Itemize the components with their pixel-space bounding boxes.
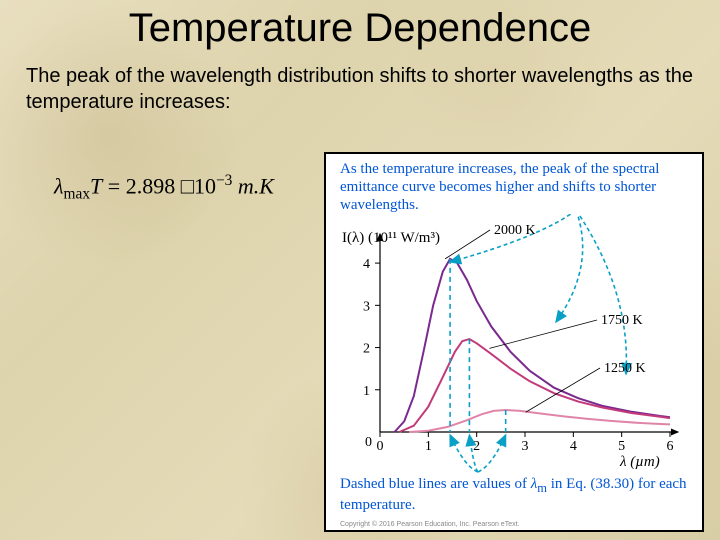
formula-exp: −3 (216, 172, 232, 189)
formula-unit: m.K (232, 173, 274, 198)
formula-lambda: λ (54, 173, 64, 198)
chart-top-arrows (450, 214, 626, 374)
svg-text:4: 4 (570, 439, 577, 454)
svg-text:3: 3 (363, 299, 370, 314)
svg-text:2: 2 (473, 439, 480, 454)
formula-box: □ (181, 173, 194, 198)
svg-text:3: 3 (522, 439, 529, 454)
chart-series-labels: 2000 K 1750 K 1250 K (445, 223, 646, 412)
chart-caption-bottom: Dashed blue lines are values of λm in Eq… (340, 475, 688, 514)
chart-copyright: Copyright © 2016 Pearson Education, Inc.… (340, 521, 519, 528)
svg-text:1: 1 (425, 439, 432, 454)
blackbody-chart: 0 1 2 3 4 5 6 1 2 3 4 0 I(λ) (10¹¹ W/m³) λ (µm) 2000 … (326, 214, 706, 484)
caption-bottom-sub: m (537, 481, 547, 495)
svg-text:I(λ) (10¹¹ W/m³): I(λ) (10¹¹ W/m³) (342, 230, 440, 246)
svg-text:1250 K: 1250 K (604, 361, 646, 376)
svg-text:1: 1 (363, 384, 370, 399)
svg-text:0: 0 (365, 435, 372, 450)
chart-caption-top: As the temperature increases, the peak o… (326, 154, 702, 216)
chart-curves (395, 259, 671, 432)
formula-T: T (90, 173, 102, 198)
svg-text:6: 6 (667, 439, 674, 454)
caption-bottom-pre: Dashed blue lines are values of (340, 476, 531, 492)
formula-sub: max (64, 186, 91, 203)
chart-container: As the temperature increases, the peak o… (324, 152, 704, 532)
svg-text:1750 K: 1750 K (601, 313, 643, 328)
formula-ten: 10 (194, 173, 216, 198)
subtitle-text: The peak of the wavelength distribution … (0, 51, 720, 115)
svg-text:5: 5 (618, 439, 625, 454)
wien-formula: λmaxT = 2.898 □10−3 m.K (54, 172, 274, 204)
formula-eq: = 2.898 (102, 173, 180, 198)
svg-text:2: 2 (363, 342, 370, 357)
svg-text:4: 4 (363, 257, 370, 272)
page-title: Temperature Dependence (0, 0, 720, 51)
svg-text:0: 0 (377, 439, 384, 454)
svg-text:λ (µm): λ (µm) (619, 454, 660, 470)
svg-text:2000 K: 2000 K (494, 223, 536, 238)
